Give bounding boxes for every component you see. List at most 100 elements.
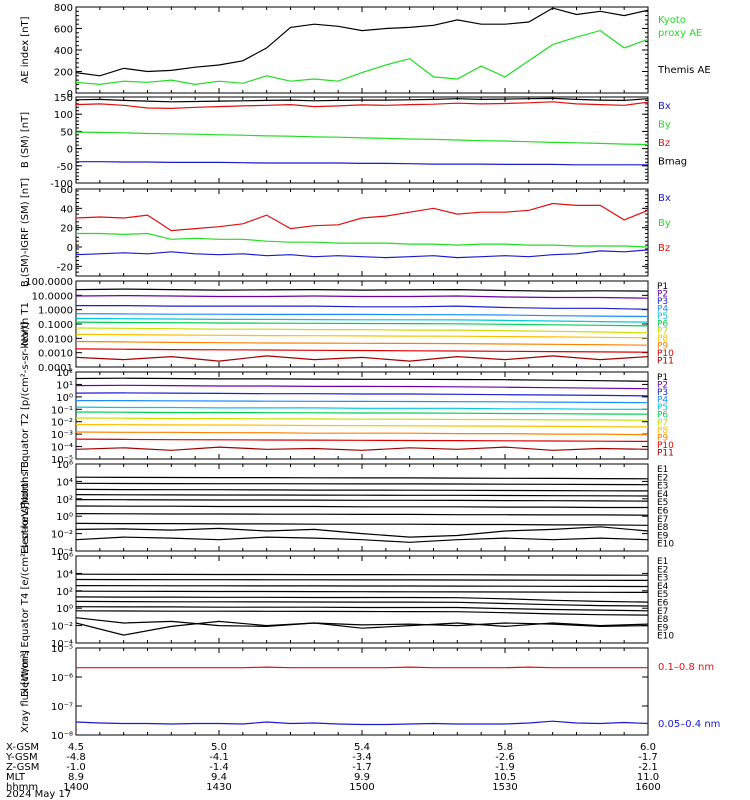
series-line-e9: [76, 617, 648, 628]
y-tick-label: 60: [60, 185, 73, 196]
series-line-p10: [76, 438, 648, 442]
series-line-p3: [76, 392, 648, 397]
footer-value: -1.7: [638, 752, 658, 763]
footer-value: 6.0: [640, 742, 656, 753]
series-line-p1: [76, 288, 648, 292]
y-tick-label: 10⁻²: [51, 622, 73, 633]
series-line-e8: [76, 610, 648, 616]
y-tick-label: 10⁻⁴: [51, 639, 73, 650]
series-group: [76, 476, 648, 543]
footer-value: 10.5: [494, 772, 516, 783]
y-axis-label: Electrons Equator T4 [e/(cm²-s-sr-keV)]: [20, 502, 31, 697]
legend-item: By: [658, 120, 671, 131]
series-line-p8: [76, 333, 648, 339]
footer-value: 1600: [635, 782, 660, 793]
legend: 0.1–0.8 nm 0.05–0.4 nm: [658, 662, 720, 730]
legend: Bx By Bz Bmag: [658, 101, 687, 168]
series-line-p11: [76, 355, 648, 362]
footer-value: -2.1: [638, 762, 658, 773]
y-tick-label: 40: [60, 204, 73, 215]
legend-item: P2: [657, 289, 668, 299]
legend-item: P2: [657, 381, 668, 391]
legend-item: E8: [657, 523, 669, 533]
y-tick-label: 0: [67, 243, 73, 254]
legend-item: By: [658, 218, 671, 229]
panel-2: -100 -50 0 50 100 150 B (SM) [nT] Bx By Bz Bmag: [20, 93, 687, 190]
series-line-e10: [76, 620, 648, 636]
y-tick-label: 0.0100: [38, 334, 73, 345]
series-line-e2: [76, 482, 648, 486]
series-line-p7: [76, 417, 648, 421]
panel-6: 10⁻⁴ 10⁻² 10⁰ 10² 10⁴ 10⁶ Electrons North T3 E1…: [20, 460, 674, 558]
y-tick-label: 10⁶: [56, 552, 73, 563]
y-tick-label: 10⁻⁶: [51, 673, 73, 684]
series-line-e10: [76, 536, 648, 543]
panel-4: 0.0001 0.0010 0.0100 0.1000 1.0000 10.0000 100…: [20, 277, 674, 374]
legend-item: E4: [657, 582, 669, 592]
series-line-p5: [76, 406, 648, 410]
series-line-by: [76, 131, 648, 146]
y-tick-label: 10⁻²: [51, 530, 73, 541]
legend-item: Bx: [658, 101, 671, 112]
footer-value: 8.9: [68, 772, 84, 783]
legend-item: E10: [657, 540, 674, 550]
series-group: [76, 7, 648, 86]
y-tick-label: 600: [54, 25, 73, 36]
footer-value: -2.6: [495, 752, 515, 763]
y-tick-label: 10²: [56, 587, 73, 598]
footer-row-label: X-GSM: [6, 742, 39, 753]
legend-item: E9: [657, 531, 669, 541]
y-tick-label: 1.0000: [38, 306, 73, 317]
series-line-p6: [76, 411, 648, 415]
legend-item: E4: [657, 490, 669, 500]
legend-item: E2: [657, 565, 668, 575]
series-line-e4: [76, 494, 648, 497]
footer-date: 2024 May 17: [6, 789, 71, 800]
y-tick-label: 150: [54, 93, 73, 104]
series-group: [76, 377, 648, 451]
legend-item: E5: [657, 498, 668, 508]
y-tick-label: 800: [54, 3, 73, 14]
y-tick-label: 0.1000: [38, 320, 73, 331]
y-tick-label: 400: [54, 46, 73, 57]
legend-item: P7: [657, 418, 668, 428]
footer-value: -1.0: [66, 762, 86, 773]
series-line-themis-ae: [76, 7, 648, 77]
legend-item: E3: [657, 574, 668, 584]
series-line-e1: [76, 476, 648, 480]
series-group: [76, 288, 648, 362]
y-tick-label: 0.0010: [38, 349, 73, 360]
y-tick-label: 10⁻¹: [51, 405, 73, 416]
legend-item: Bmag: [658, 157, 687, 168]
legend-item: P9: [657, 433, 668, 443]
y-tick-label: 0: [67, 145, 73, 156]
y-tick-label: 10⁻²: [51, 418, 73, 429]
footer-value: 5.8: [497, 742, 513, 753]
legend-item: P5: [657, 312, 668, 322]
legend-item: P3: [657, 297, 668, 307]
series-line-p7: [76, 327, 648, 334]
series-line-p4: [76, 400, 648, 404]
panel-3: -20 0 20 40 60 B (SM)-IGRF (SM) [nT] Bx By Bz: [20, 178, 671, 287]
series-line-e6: [76, 600, 648, 607]
y-tick-label: 10⁰: [56, 393, 73, 404]
series-line-e1: [76, 573, 648, 576]
panel-frame: [75, 555, 649, 644]
series-line-p3: [76, 305, 648, 310]
series-line-p1: [76, 377, 648, 382]
panel-frame: [75, 96, 649, 184]
series-line-e7: [76, 512, 648, 516]
y-tick-label: -20: [57, 262, 73, 273]
y-tick-label: 10⁻³: [51, 430, 73, 441]
y-tick-label: 10¹: [56, 380, 73, 391]
y-axis-label: Xray flux [W/m²]: [20, 650, 31, 733]
y-tick-label: 10⁻⁷: [51, 702, 73, 713]
y-tick-label: 10⁻⁵: [51, 644, 73, 655]
series-group: [76, 573, 648, 636]
legend-item: P6: [657, 411, 668, 421]
series-line-bz: [76, 101, 648, 110]
panel-8: 10⁻⁸ 10⁻⁷ 10⁻⁶ 10⁻⁵ Xray flux [W/m²] 0.1–0.8 …: [20, 644, 720, 742]
y-axis-label: North T1: [20, 302, 31, 346]
